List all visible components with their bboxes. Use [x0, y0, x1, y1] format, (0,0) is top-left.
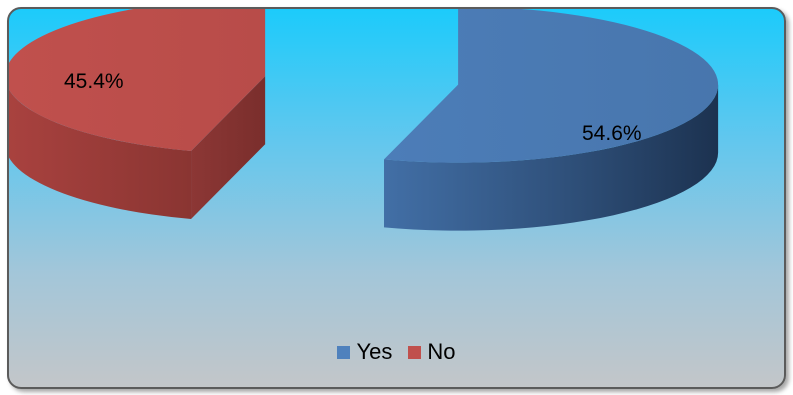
legend-entry-no: No [408, 339, 455, 365]
data-label-yes: 54.6% [582, 122, 642, 145]
pie-chart: 45.4% 54.6% [9, 9, 784, 387]
legend: Yes No [9, 339, 784, 365]
legend-entry-yes: Yes [337, 339, 392, 365]
chart-frame: 45.4% 54.6% Yes No [7, 7, 786, 389]
pie-slice-yes [384, 9, 718, 231]
legend-swatch-no [408, 346, 421, 359]
legend-label-yes: Yes [356, 339, 392, 365]
legend-swatch-yes [337, 346, 350, 359]
data-label-no: 45.4% [64, 70, 124, 93]
pie-slice-no [9, 9, 265, 219]
legend-label-no: No [427, 339, 455, 365]
